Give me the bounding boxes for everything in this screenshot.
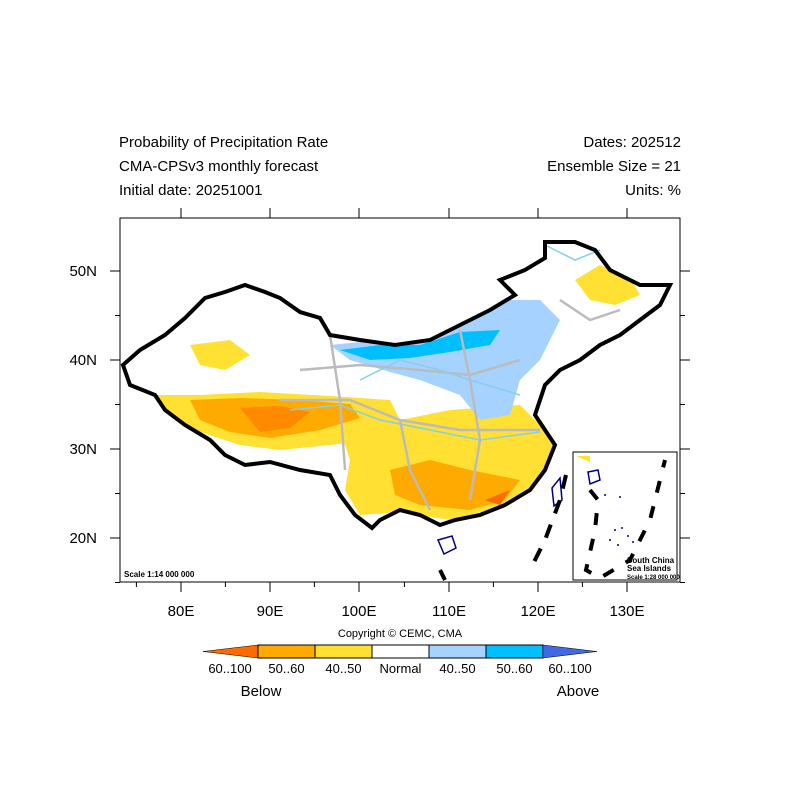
units-label: Units: % bbox=[625, 182, 681, 199]
colorbar-arrow-above bbox=[542, 644, 598, 659]
lon-tick-label: 110E bbox=[432, 603, 466, 620]
lat-tick-label: 50N bbox=[69, 263, 97, 280]
inset-line2: Sea Islands bbox=[627, 564, 672, 573]
colorbar-bin bbox=[314, 644, 373, 659]
south-china-sea-inset: South China Sea Islands Scale 1:28 000 0… bbox=[572, 451, 680, 581]
axis-ticks bbox=[110, 208, 690, 592]
lon-tick-label: 130E bbox=[609, 603, 644, 620]
above-label: Above bbox=[557, 683, 600, 700]
colorbar-label: 50..60 bbox=[268, 661, 304, 676]
colorbar-bin bbox=[371, 644, 430, 659]
initial-date: Initial date: 20251001 bbox=[119, 182, 263, 199]
inset-scale: Scale 1:28 000 000 bbox=[627, 575, 680, 581]
colorbar-label: 60..100 bbox=[208, 661, 251, 676]
colorbar-label: 40..50 bbox=[325, 661, 361, 676]
field-below-60-100-south bbox=[485, 490, 510, 505]
axis-tick-labels: 80E 90E 100E 110E 120E 130E 50N 40N 30N 20N bbox=[69, 263, 644, 620]
rivers bbox=[289, 244, 601, 441]
lat-tick-label: 20N bbox=[69, 530, 97, 547]
colorbar: 60..100 50..60 40..50 Normal 40..50 50..60 60.… bbox=[202, 644, 598, 676]
title: Probability of Precipitation Rate bbox=[119, 134, 329, 151]
colorbar-label: 50..60 bbox=[496, 661, 532, 676]
colorbar-label: 40..50 bbox=[439, 661, 475, 676]
colorbar-label: Normal bbox=[380, 661, 422, 676]
colorbar-label: 60..100 bbox=[548, 661, 591, 676]
below-label: Below bbox=[241, 683, 282, 700]
field-below-40-50-northeast bbox=[575, 265, 640, 305]
scale-label: Scale 1:14 000 000 bbox=[124, 570, 195, 579]
province-borders bbox=[280, 298, 621, 511]
lat-tick-label: 30N bbox=[69, 441, 97, 458]
ensemble-label: Ensemble Size = 21 bbox=[547, 158, 681, 175]
lon-tick-label: 90E bbox=[257, 603, 284, 620]
inset-line1: South China bbox=[627, 556, 675, 565]
taiwan-island bbox=[551, 476, 563, 508]
field-below-40-50-xinjiang bbox=[190, 340, 250, 370]
hainan-island bbox=[436, 535, 457, 556]
colorbar-bin bbox=[257, 644, 316, 659]
field-above-50-60-north bbox=[340, 330, 500, 360]
lon-tick-label: 120E bbox=[520, 603, 555, 620]
copyright: Copyright © CEMC, CMA bbox=[338, 628, 463, 640]
lat-tick-label: 40N bbox=[69, 352, 97, 369]
lon-tick-label: 100E bbox=[341, 603, 376, 620]
dates-label: Dates: 202512 bbox=[583, 134, 681, 151]
field-below-60-100-west bbox=[240, 406, 310, 432]
lon-tick-label: 80E bbox=[168, 603, 195, 620]
model-label: CMA-CPSv3 monthly forecast bbox=[119, 158, 319, 175]
colorbar-bin bbox=[485, 644, 544, 659]
colorbar-bin bbox=[428, 644, 487, 659]
colorbar-arrow-below bbox=[202, 644, 259, 659]
nine-dash-line bbox=[528, 474, 568, 571]
dash-segment bbox=[438, 569, 447, 581]
